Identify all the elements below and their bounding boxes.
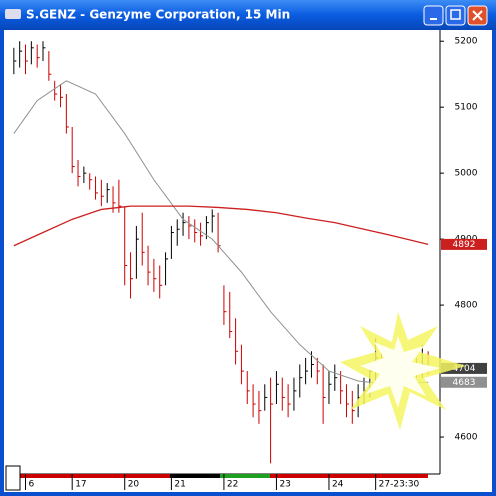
maximize-button[interactable] [445,5,466,26]
x-tick-label: 21 [174,480,185,490]
moving-average [13,205,429,247]
window-title: S.GENZ - Genzyme Corporation, 15 Min [26,8,290,22]
close-glyph [472,10,483,21]
title-bar [0,0,496,30]
y-tick-label: 5100 [455,103,478,113]
y-tick-label: 4600 [455,433,478,443]
price-label: 4892 [453,240,476,250]
moving-average [13,80,429,385]
session-strip [170,474,220,478]
x-tick-label: 23 [279,480,290,490]
x-tick-label: 17 [75,480,86,490]
y-tick-label: 5000 [455,169,478,179]
price-label-box [441,362,487,374]
price-label: 4704 [453,364,476,374]
x-tick-label: 22 [227,480,238,490]
app-icon [5,9,21,19]
session-strip [10,474,170,478]
x-tick-label: 6 [29,480,35,490]
minimize-glyph [430,18,437,20]
x-tick-label: 20 [128,480,140,490]
minimize-button[interactable] [423,5,444,26]
x-tick-label: 27-23:30 [379,480,420,490]
session-strip [220,474,270,478]
price-label-box [441,238,487,250]
y-tick-label: 5200 [455,37,478,47]
maximize-glyph [450,9,461,20]
y-tick-label: 4800 [455,301,478,311]
x-tick-label: 24 [332,480,344,490]
chart-body [4,30,492,492]
session-strip [270,474,428,478]
price-label-box [441,376,487,388]
scroll-box[interactable] [5,465,21,491]
price-label: 4683 [453,378,476,388]
highlight-burst-core [360,336,440,408]
